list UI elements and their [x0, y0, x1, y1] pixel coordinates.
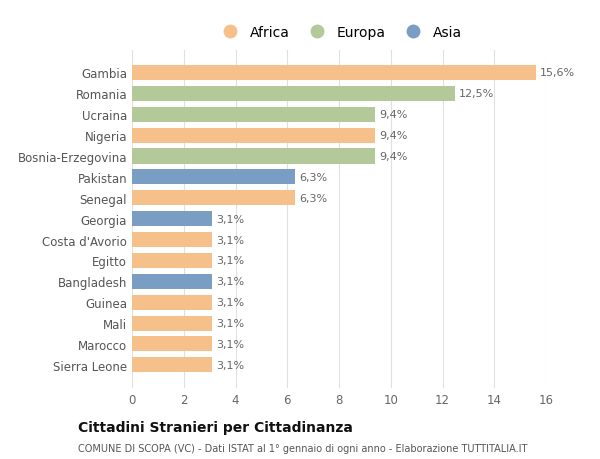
Bar — [132, 149, 375, 164]
Text: Cittadini Stranieri per Cittadinanza: Cittadini Stranieri per Cittadinanza — [78, 420, 353, 434]
Text: 6,3%: 6,3% — [299, 173, 327, 183]
Bar — [132, 129, 375, 143]
Bar — [132, 233, 212, 247]
Bar — [132, 107, 375, 123]
Text: 3,1%: 3,1% — [216, 297, 244, 308]
Bar — [132, 191, 295, 206]
Text: 9,4%: 9,4% — [379, 151, 407, 162]
Bar — [132, 274, 212, 289]
Bar — [132, 358, 212, 373]
Text: 3,1%: 3,1% — [216, 235, 244, 245]
Text: 9,4%: 9,4% — [379, 110, 407, 120]
Text: 3,1%: 3,1% — [216, 214, 244, 224]
Bar — [132, 316, 212, 331]
Bar — [132, 170, 295, 185]
Text: 3,1%: 3,1% — [216, 319, 244, 328]
Bar — [132, 212, 212, 227]
Bar — [132, 87, 455, 101]
Text: 3,1%: 3,1% — [216, 256, 244, 266]
Text: COMUNE DI SCOPA (VC) - Dati ISTAT al 1° gennaio di ogni anno - Elaborazione TUTT: COMUNE DI SCOPA (VC) - Dati ISTAT al 1° … — [78, 443, 527, 453]
Bar — [132, 253, 212, 269]
Text: 3,1%: 3,1% — [216, 277, 244, 287]
Text: 3,1%: 3,1% — [216, 339, 244, 349]
Text: 6,3%: 6,3% — [299, 193, 327, 203]
Bar — [132, 66, 536, 81]
Bar — [132, 295, 212, 310]
Text: 12,5%: 12,5% — [460, 89, 494, 99]
Legend: Africa, Europa, Asia: Africa, Europa, Asia — [211, 20, 467, 45]
Bar — [132, 337, 212, 352]
Text: 9,4%: 9,4% — [379, 131, 407, 141]
Text: 3,1%: 3,1% — [216, 360, 244, 370]
Text: 15,6%: 15,6% — [539, 68, 575, 78]
